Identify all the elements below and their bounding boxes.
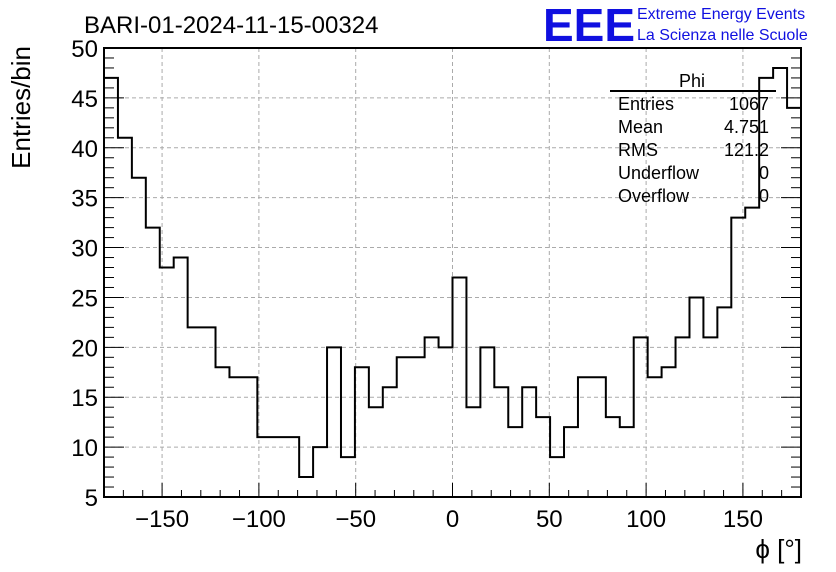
logo-mark: EEE [543, 0, 635, 51]
histogram-bin [564, 427, 578, 497]
y-tick-label: 25 [71, 285, 98, 312]
y-tick-label: 5 [85, 485, 98, 512]
histogram-bin [787, 108, 801, 497]
histogram-bin [592, 377, 606, 497]
histogram-bin [243, 377, 257, 497]
histogram-bin [634, 337, 648, 497]
histogram-bin [369, 407, 383, 497]
stats-value: 0 [759, 186, 769, 206]
histogram-bin [285, 437, 299, 497]
stats-label: RMS [618, 140, 658, 160]
histogram-bin [453, 277, 467, 497]
x-tick-label: 50 [536, 506, 563, 533]
histogram-bin [717, 307, 731, 497]
histogram-bin [132, 178, 146, 497]
stats-box: Phi Entries 1067 Mean 4.751 RMS 121.2 Underflo… [610, 71, 776, 206]
histogram-bin [411, 357, 425, 497]
histogram-bin [676, 337, 690, 497]
histogram-bin [620, 427, 634, 497]
y-tick-label: 45 [71, 86, 98, 113]
eee-logo: EEE Extreme Energy Events La Scienza nel… [543, 0, 808, 51]
histogram-bin [425, 337, 439, 497]
y-tick-label: 50 [71, 36, 98, 63]
histogram-bin [494, 387, 508, 497]
histogram-bin [773, 68, 787, 497]
x-tick-label: 150 [723, 506, 763, 533]
x-tick-label: −50 [335, 506, 376, 533]
y-tick-label: 10 [71, 435, 98, 462]
logo-line-1: Extreme Energy Events [637, 6, 805, 23]
histogram-bin [271, 437, 285, 497]
histogram-outline [104, 66, 801, 479]
y-tick-label: 20 [71, 335, 98, 362]
histogram-bin [216, 367, 230, 497]
histogram-bin [397, 357, 411, 497]
histogram-bin [703, 337, 717, 497]
histogram-bin [257, 437, 271, 497]
stats-name: Phi [679, 71, 705, 91]
stats-rows: Entries 1067 Mean 4.751 RMS 121.2 Underflow 0 Ov… [618, 94, 769, 206]
histogram-bin [202, 327, 216, 497]
histogram-bin [327, 347, 341, 497]
histogram-bin [522, 387, 536, 497]
stats-label: Overflow [618, 186, 690, 206]
histogram-bin [341, 457, 355, 497]
plot-frame [103, 47, 802, 498]
y-tick-label: 40 [71, 136, 98, 163]
histogram-bin [508, 427, 522, 497]
histogram-bin [383, 387, 397, 497]
histogram-bin [118, 138, 132, 497]
histogram-bin [466, 407, 480, 497]
histogram-bin [188, 327, 202, 497]
y-tick-label: 15 [71, 385, 98, 412]
y-tick-label: 35 [71, 186, 98, 213]
histogram-bin [578, 377, 592, 497]
histogram-bin [662, 367, 676, 497]
chart-title: BARI-01-2024-11-15-00324 [84, 12, 378, 39]
histogram-bin [104, 78, 118, 497]
histogram-bin [174, 258, 188, 497]
histogram-bin [299, 477, 313, 497]
axis-tick-labels: −150 −100 −50 0 50 100 150 5 10 15 20 25 30 35 40 45 50 [71, 36, 763, 533]
x-axis-title: ϕ [°] [755, 534, 802, 564]
histogram-bin [536, 417, 550, 497]
histogram-bin [689, 297, 703, 497]
histogram-bin [355, 367, 369, 497]
x-tick-label: −150 [135, 506, 189, 533]
histogram-bin [480, 347, 494, 497]
x-tick-label: −100 [232, 506, 286, 533]
histogram-bin [745, 208, 759, 497]
histogram-bin [731, 218, 745, 497]
stats-value: 1067 [729, 94, 769, 114]
histogram-bin [606, 417, 620, 497]
histogram-bin [146, 228, 160, 497]
stats-label: Underflow [618, 163, 700, 183]
stats-value: 121.2 [724, 140, 769, 160]
logo-line-2: La Scienza nelle Scuole [637, 27, 808, 44]
stats-value: 0 [759, 163, 769, 183]
histogram-bin [550, 457, 564, 497]
histogram-bin [160, 268, 174, 497]
histogram-bin [313, 447, 327, 497]
histogram-bin [648, 377, 662, 497]
x-tick-label: 100 [626, 506, 666, 533]
stats-label: Entries [618, 94, 674, 114]
x-tick-label: 0 [446, 506, 459, 533]
y-tick-label: 30 [71, 236, 98, 263]
stats-label: Mean [618, 117, 663, 137]
histogram-bin [439, 347, 453, 497]
stats-value: 4.751 [724, 117, 769, 137]
histogram-bin [229, 377, 243, 497]
y-axis-title: Entries/bin [6, 46, 36, 169]
